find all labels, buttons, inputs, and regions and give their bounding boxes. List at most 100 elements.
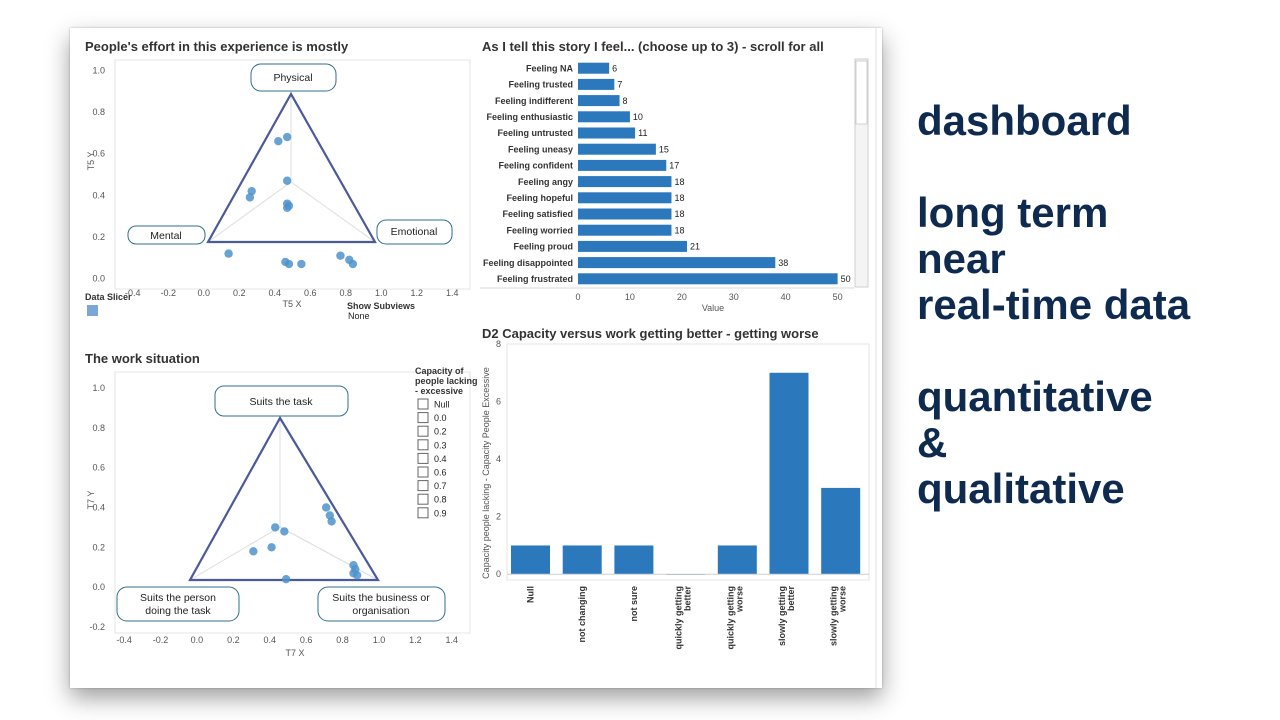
legend-items: Null 0.0 0.2 0.3 0.4 0.6 0.7 0.8 0.9 [417,398,450,519]
work-x-tick: 0.6 [300,635,313,645]
effort-x-tick: 0.8 [339,288,352,298]
capacity-bar [717,545,757,575]
side-line: dashboard [917,97,1132,144]
effort-x-tick: 0.0 [197,288,210,298]
callout-suits-business [317,586,446,622]
effort-x-tick: 0.4 [268,288,281,298]
work-median-right [279,526,379,581]
legend-checkbox [417,480,429,492]
feelings-value-label: 15 [659,144,669,154]
capacity-legend: Capacity of people lacking - excessive N… [415,366,478,519]
feelings-scrollbar-thumb[interactable] [855,60,868,125]
legend-item-label: 0.0 [434,413,447,423]
work-y-tick: 1.0 [92,383,105,393]
effort-x-tick: -0.2 [160,288,176,298]
feelings-category-label: Feeling satisfied [502,209,573,219]
feelings-value-label: 17 [669,161,679,171]
feelings-value-label: 18 [674,225,684,235]
legend-checkbox [417,439,429,451]
capacity-category-label: slowly getting [777,586,787,646]
capacity-bar [511,545,550,575]
subviews-value[interactable]: None [348,311,370,321]
capacity-bar [769,372,809,575]
effort-median-right [290,181,376,243]
capacity-chart: 0 2 4 6 8 Null not changing not sure quickly get… [496,339,869,650]
capacity-y-tick: 2 [496,512,501,522]
callout-suits-person-line1: Suits the person [140,592,216,604]
work-point [321,503,331,512]
capacity-y-tick: 8 [496,339,501,349]
work-title: The work situation [85,351,200,366]
effort-x-tick: 0.6 [304,288,317,298]
legend-item-label: 0.6 [434,468,447,478]
work-point [281,575,291,584]
feelings-bar [578,127,636,139]
effort-point [348,259,358,269]
work-point [280,527,289,536]
slicer-label: Data Slicer [85,292,132,302]
feelings-value-label: 11 [638,128,647,138]
feelings-value-label: 50 [841,274,851,284]
dashboard-card: People's effort in this experience is mo… [70,28,882,688]
feelings-bar [578,176,672,188]
effort-x-label: T5 X [282,299,301,309]
side-line: quantitative [917,373,1153,420]
capacity-plot-frame [506,343,870,581]
side-text: dashboard long term near real-time data … [917,98,1190,512]
capacity-category-label: quickly getting [674,586,684,650]
capacity-category-label: worse [838,586,848,613]
effort-x-ticks: -0.4 -0.2 0.0 0.2 0.4 0.6 0.8 1.0 1.2 1.4 [125,288,459,298]
effort-point [274,136,283,146]
work-x-tick: 0.0 [191,635,204,645]
capacity-bar [562,545,602,575]
feelings-value-label: 10 [633,112,643,122]
legend-title-2: people lacking [415,376,478,386]
legend-title-3: - excessive [415,386,463,396]
work-x-tick: -0.2 [153,635,169,645]
work-plot-frame [114,371,471,634]
work-x-tick: 1.4 [446,635,459,645]
callout-suits-person [116,586,240,622]
legend-item-label: 0.8 [434,495,447,505]
legend-item-label: 0.3 [434,440,447,450]
work-y-tick: 0.2 [92,542,105,552]
legend-checkbox [417,452,429,464]
feelings-bar [578,257,776,269]
work-y-tick: 0.0 [92,582,105,592]
slicer-swatch[interactable] [87,305,98,316]
legend-item-label: Null [434,400,450,410]
side-line: real-time data [917,281,1191,328]
legend-title-1: Capacity of [415,366,465,376]
feelings-value-label: 18 [674,193,684,203]
work-x-ticks: -0.4 -0.2 0.0 0.2 0.4 0.6 0.8 1.0 1.2 1.4 [116,635,458,645]
work-x-tick: 1.0 [373,635,386,645]
callout-mental [127,225,206,245]
callout-physical [250,63,337,92]
legend-checkbox [417,425,429,437]
effort-title: People's effort in this experience is mo… [85,39,349,54]
feelings-bar [578,240,688,252]
feelings-value-label: 6 [612,63,617,73]
work-y-tick: 0.6 [92,463,105,473]
feelings-category-label: Feeling angy [518,177,573,187]
work-x-tick: 0.4 [263,635,276,645]
effort-point [282,176,292,185]
callout-suits-task-text: Suits the task [249,396,313,408]
feelings-bar [578,78,615,90]
feelings-category-label: Feeling trusted [508,80,573,90]
feelings-category-label: Feeling uneasy [508,144,573,154]
feelings-bar [578,273,838,285]
feelings-value-label: 21 [690,242,700,252]
legend-item-label: 0.7 [434,481,447,491]
effort-points [224,132,358,269]
feelings-x-tick: 20 [677,292,687,302]
legend-item-label: 0.9 [434,508,447,518]
legend-checkbox [417,398,429,410]
capacity-bar [821,487,861,575]
feelings-value-label: 18 [674,177,684,187]
feelings-bar [578,159,667,171]
effort-x-tick: 1.0 [375,288,388,298]
feelings-value-label: 38 [778,258,788,268]
capacity-category-label: not sure [629,586,639,622]
effort-point [284,259,294,269]
